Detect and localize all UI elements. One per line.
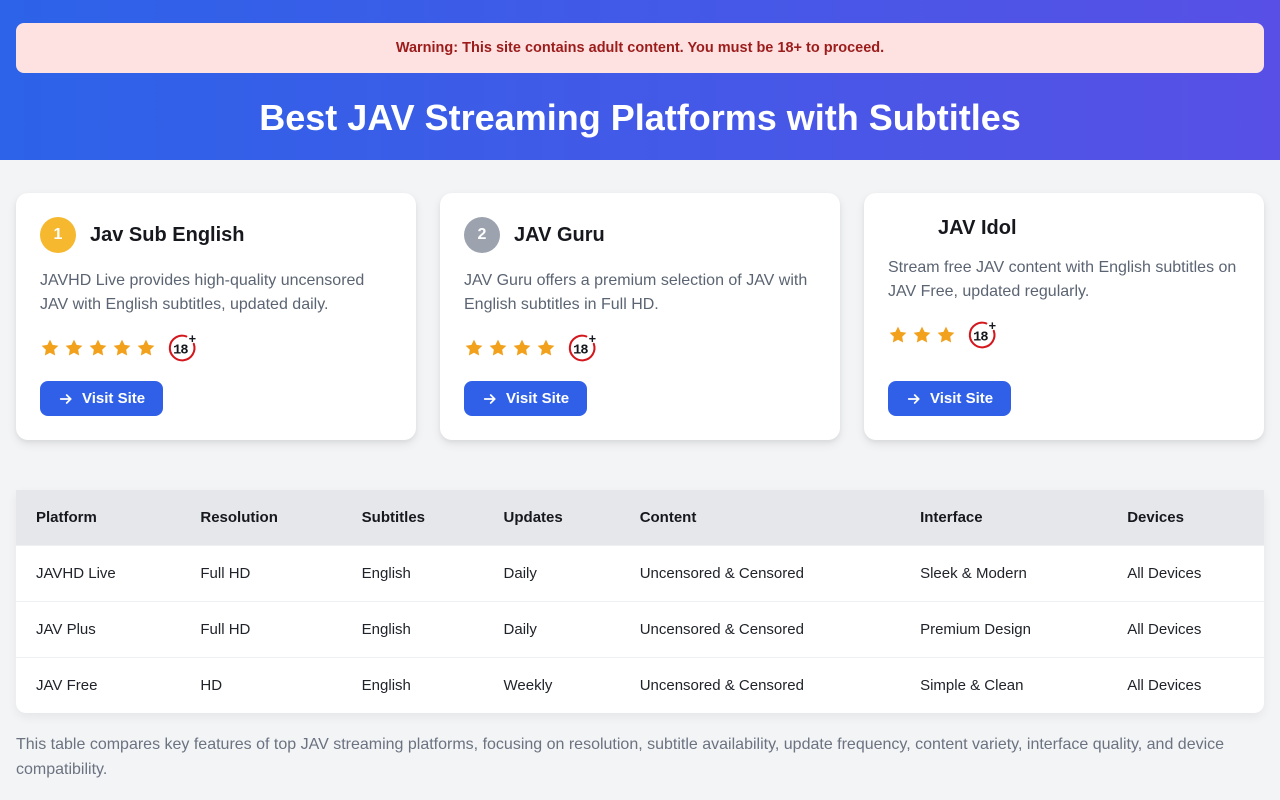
svg-text:+: + bbox=[989, 318, 996, 333]
svg-text:+: + bbox=[189, 331, 196, 346]
svg-text:18: 18 bbox=[573, 344, 588, 359]
svg-text:18: 18 bbox=[973, 331, 988, 346]
svg-text:18: 18 bbox=[173, 344, 188, 359]
svg-text:+: + bbox=[589, 331, 596, 346]
